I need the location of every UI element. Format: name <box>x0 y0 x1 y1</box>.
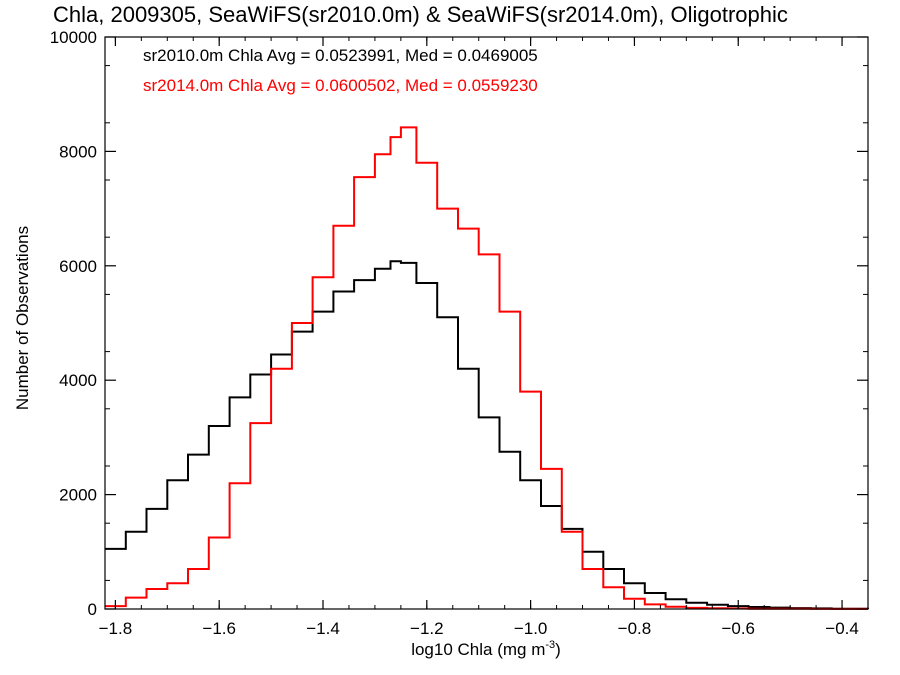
plot-frame <box>104 36 869 610</box>
y-tick-label: 10000 <box>50 28 97 47</box>
y-tick-label: 6000 <box>59 257 97 276</box>
x-tick-label: −1.2 <box>410 619 444 638</box>
series-line-0 <box>105 260 869 610</box>
series-line-1 <box>105 126 868 610</box>
x-tick-label: −0.6 <box>721 619 755 638</box>
legend-annotation-sr2010: sr2010.0m Chla Avg = 0.0523991, Med = 0.… <box>143 46 538 65</box>
x-tick-label: −0.8 <box>618 619 652 638</box>
x-axis-label-close: ) <box>555 640 561 659</box>
series-layer <box>105 126 869 610</box>
x-tick-label: −0.4 <box>825 619 859 638</box>
chart-title: Chla, 2009305, SeaWiFS(sr2010.0m) & SeaW… <box>53 2 788 27</box>
x-axis-ticks: −1.8 −1.6 −1.4 −1.2 −1.0 −0.8 −0.6 −0.4 <box>99 37 859 638</box>
x-axis-label-main: log10 Chla (mg m <box>411 640 545 659</box>
legend-annotation-sr2014: sr2014.0m Chla Avg = 0.0600502, Med = 0.… <box>143 76 538 95</box>
x-tick-label: −1.8 <box>99 619 133 638</box>
y-tick-label: 0 <box>88 600 97 619</box>
y-axis-ticks: 0 2000 4000 6000 8000 10000 <box>50 28 868 619</box>
x-tick-label: −1.0 <box>514 619 548 638</box>
x-axis-label-superscript: -3 <box>545 639 555 651</box>
y-axis-label: Number of Observations <box>13 226 32 410</box>
x-tick-label: −1.6 <box>202 619 236 638</box>
y-tick-label: 4000 <box>59 371 97 390</box>
y-tick-label: 8000 <box>59 142 97 161</box>
y-tick-label: 2000 <box>59 486 97 505</box>
x-tick-label: −1.4 <box>306 619 340 638</box>
x-axis-label: log10 Chla (mg m-3) <box>411 639 561 659</box>
